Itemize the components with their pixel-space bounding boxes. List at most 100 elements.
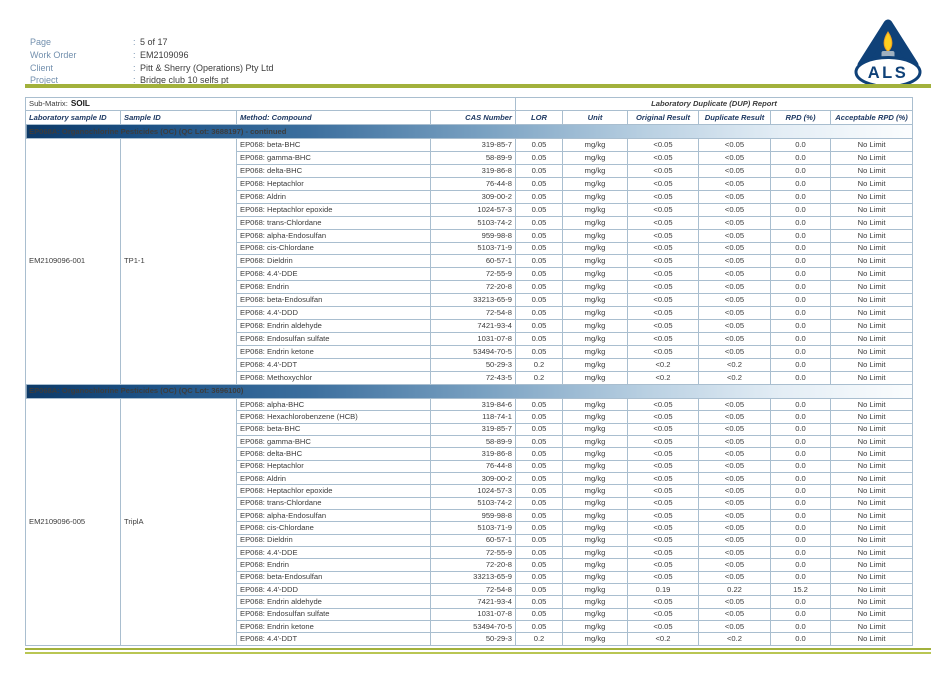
cas-number-cell: 76-44-8: [430, 459, 516, 473]
duplicate-result-cell: <0.05: [698, 319, 771, 334]
rpd-cell: 0.0: [770, 370, 831, 385]
rpd-cell: 0.0: [770, 434, 831, 449]
info-colon: :: [133, 75, 136, 86]
duplicate-result-cell: <0.05: [698, 189, 771, 204]
duplicate-result-cell: <0.05: [698, 484, 771, 498]
acceptable-rpd-cell: No Limit: [829, 521, 914, 535]
acceptable-rpd-cell: No Limit: [829, 138, 914, 152]
compound-cell: EP068: beta-BHC: [236, 138, 431, 152]
lor-cell: 0.05: [515, 410, 563, 424]
compound-cell: EP068: Endosulfan sulfate: [236, 607, 431, 622]
unit-cell: mg/kg: [562, 632, 628, 646]
lor-cell: 0.05: [515, 150, 563, 165]
lab-sample-id-cell: EM2109096-005: [25, 397, 121, 646]
table-row: EP068: Endosulfan sulfate 1031-07-8 0.05 mg…: [26, 332, 914, 346]
lor-cell: 0.05: [515, 202, 563, 217]
original-result-cell: <0.05: [627, 484, 699, 498]
compound-cell: EP068: Heptachlor epoxide: [236, 484, 431, 498]
unit-cell: mg/kg: [562, 241, 628, 256]
unit-cell: mg/kg: [562, 176, 628, 191]
section-header-row: EP068A: Organochlorine Pesticides (OC) (…: [24, 124, 914, 139]
table-row: EP068: beta-Endosulfan 33213-65-9 0.05 mg/k…: [26, 570, 914, 584]
original-result-cell: <0.2: [627, 357, 699, 372]
lor-cell: 0.05: [515, 241, 563, 256]
cas-number-cell: 72-54-8: [430, 582, 516, 597]
unit-cell: mg/kg: [562, 410, 628, 424]
unit-cell: mg/kg: [562, 471, 628, 486]
rpd-cell: 0.0: [770, 202, 831, 217]
cas-number-cell: 60-57-1: [430, 533, 516, 547]
compound-cell: EP068: delta-BHC: [236, 163, 431, 178]
cas-number-cell: 72-20-8: [430, 558, 516, 572]
green-rule-top: [25, 84, 931, 88]
lor-cell: 0.05: [515, 619, 563, 634]
duplicate-result-cell: <0.05: [698, 570, 771, 584]
duplicate-result-cell: <0.05: [698, 150, 771, 165]
duplicate-result-cell: 0.22: [698, 582, 771, 597]
original-result-cell: <0.05: [627, 422, 699, 436]
table-row: EM2109096-005 TriplA EP068: alpha-BHC 319-8…: [25, 397, 914, 646]
unit-cell: mg/kg: [562, 508, 628, 523]
compound-cell: EP068: cis-Chlordane: [236, 241, 431, 256]
unit-cell: mg/kg: [562, 138, 628, 152]
cas-number-cell: 1031-07-8: [430, 607, 516, 622]
duplicate-result-cell: <0.05: [698, 202, 771, 217]
rpd-cell: 0.0: [770, 570, 831, 584]
acceptable-rpd-cell: No Limit: [829, 228, 914, 243]
compound-cell: EP068: Endrin ketone: [236, 619, 431, 634]
cas-number-cell: 959-98-8: [430, 228, 516, 243]
lor-cell: 0.05: [515, 189, 563, 204]
col-header-acceptable-rpd: Acceptable RPD (%): [829, 110, 914, 125]
compound-cell: EP068: Endrin: [236, 280, 431, 295]
rpd-cell: 0.0: [770, 422, 831, 436]
duplicate-result-cell: <0.2: [698, 357, 771, 372]
rpd-cell: 0.0: [770, 306, 831, 321]
table-row: EP068: Dieldrin 60-57-1 0.05 mg/kg <0.05 <0.0…: [26, 254, 914, 269]
original-result-cell: <0.05: [627, 241, 699, 256]
rpd-cell: 0.0: [770, 447, 831, 461]
acceptable-rpd-cell: No Limit: [829, 422, 914, 436]
rpd-cell: 0.0: [770, 484, 831, 498]
original-result-cell: <0.05: [627, 280, 699, 295]
sample-id-cell: TP1-1: [120, 138, 237, 385]
lor-cell: 0.05: [515, 332, 563, 346]
rpd-cell: 0.0: [770, 607, 831, 622]
duplicate-result-cell: <0.05: [698, 215, 771, 230]
table-row: EP068: beta-Endosulfan 33213-65-9 0.05 mg/k…: [26, 293, 914, 308]
unit-cell: mg/kg: [562, 570, 628, 584]
acceptable-rpd-cell: No Limit: [829, 293, 914, 308]
compound-cell: EP068: Endrin aldehyde: [236, 595, 431, 609]
cas-number-cell: 1024-57-3: [430, 202, 516, 217]
original-result-cell: <0.05: [627, 447, 699, 461]
sample-id-cell: TriplA: [120, 397, 237, 646]
table-row: EP068: trans-Chlordane 5103-74-2 0.05 mg/kg…: [26, 496, 914, 510]
lor-cell: 0.05: [515, 471, 563, 486]
original-result-cell: <0.05: [627, 138, 699, 152]
lor-cell: 0.05: [515, 138, 563, 152]
duplicate-result-cell: <0.05: [698, 163, 771, 178]
lor-cell: 0.05: [515, 459, 563, 473]
lor-cell: 0.05: [515, 533, 563, 547]
cas-number-cell: 1031-07-8: [430, 332, 516, 346]
acceptable-rpd-cell: No Limit: [829, 570, 914, 584]
info-colon: :: [133, 49, 136, 60]
compound-cell: EP068: 4.4'-DDD: [236, 582, 431, 597]
table-row: EP068: Endrin ketone 53494-70-5 0.05 mg/kg <…: [26, 345, 914, 359]
col-header-sample-id: Sample ID: [120, 110, 237, 125]
lor-cell: 0.05: [515, 595, 563, 609]
table-row: EP068: Endosulfan sulfate 1031-07-8 0.05 mg…: [26, 607, 914, 622]
lor-cell: 0.05: [515, 319, 563, 334]
acceptable-rpd-cell: No Limit: [829, 370, 914, 385]
duplicate-result-cell: <0.05: [698, 496, 771, 510]
original-result-cell: <0.05: [627, 397, 699, 412]
compound-cell: EP068: Endosulfan sulfate: [236, 332, 431, 346]
acceptable-rpd-cell: No Limit: [829, 471, 914, 486]
table-row: EM2109096-001 TP1-1 EP068: beta-BHC 319-85-…: [25, 138, 914, 385]
unit-cell: mg/kg: [562, 459, 628, 473]
lor-cell: 0.05: [515, 582, 563, 597]
cas-number-cell: 5103-74-2: [430, 496, 516, 510]
compound-cell: EP068: trans-Chlordane: [236, 496, 431, 510]
acceptable-rpd-cell: No Limit: [829, 410, 914, 424]
acceptable-rpd-cell: No Limit: [829, 582, 914, 597]
acceptable-rpd-cell: No Limit: [829, 345, 914, 359]
